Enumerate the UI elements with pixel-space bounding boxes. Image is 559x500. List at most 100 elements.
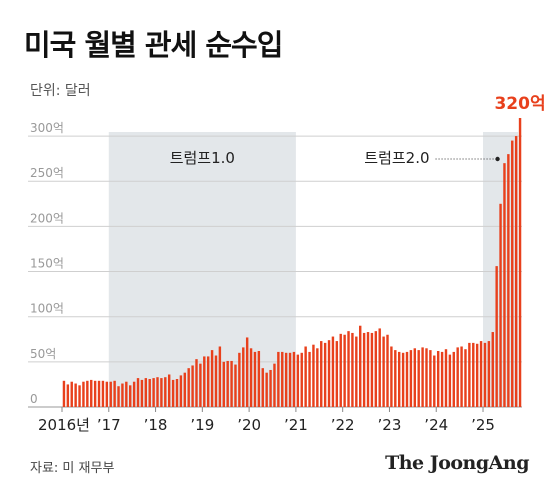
x-tick-label: ’23 <box>378 416 402 434</box>
x-tick-label: ’22 <box>331 416 355 434</box>
bar <box>491 332 494 407</box>
bar <box>292 351 296 407</box>
bar <box>362 332 366 407</box>
bar <box>97 380 101 407</box>
bar <box>238 352 241 407</box>
era-leader-dot <box>495 156 500 162</box>
x-tick-label: ’18 <box>144 416 168 434</box>
bar <box>370 332 374 407</box>
bar <box>436 351 440 407</box>
bar <box>70 381 73 407</box>
x-tick-label: ’24 <box>424 416 448 434</box>
bar <box>191 365 194 407</box>
bar <box>421 347 424 407</box>
y-tick-label: 100억 <box>30 302 64 316</box>
bar <box>245 337 249 407</box>
bar <box>495 266 498 407</box>
bar <box>160 378 163 407</box>
bar <box>475 343 479 407</box>
bar <box>230 360 233 407</box>
bar <box>281 351 284 407</box>
bar <box>132 381 136 407</box>
bar <box>175 379 179 407</box>
era-label-trump1: 트럼프1.0 <box>170 149 235 167</box>
bar <box>210 350 214 407</box>
bar <box>386 334 389 407</box>
bar <box>312 344 315 407</box>
x-tick-label: 2016년 <box>38 416 90 434</box>
bar <box>327 340 331 407</box>
bar <box>156 377 159 407</box>
bar <box>199 363 202 407</box>
bar <box>448 354 452 407</box>
bar <box>101 380 105 407</box>
bar <box>503 163 506 407</box>
bar <box>397 351 401 407</box>
bar <box>183 372 187 407</box>
bar <box>394 350 397 407</box>
bar <box>167 374 171 407</box>
bar <box>171 379 175 407</box>
y-tick-label: 50억 <box>30 347 56 361</box>
bar <box>90 379 93 407</box>
bar <box>499 203 502 407</box>
y-tick-label: 0 <box>30 392 38 406</box>
bar <box>253 351 257 407</box>
bar <box>234 364 237 407</box>
bar <box>514 136 518 407</box>
x-tick-label: ’21 <box>284 416 308 434</box>
bar <box>164 377 167 407</box>
bar <box>222 361 225 407</box>
bar <box>121 383 124 407</box>
y-tick-label: 300억 <box>30 121 64 135</box>
bar <box>136 378 140 407</box>
bar <box>487 341 491 407</box>
bar <box>300 352 303 407</box>
bar <box>125 381 128 407</box>
bar <box>203 356 206 407</box>
bar <box>511 140 514 407</box>
bar <box>179 375 183 407</box>
bar <box>152 378 155 407</box>
bar <box>351 332 354 407</box>
x-tick-label: ’20 <box>237 416 261 434</box>
bar <box>378 328 381 407</box>
bar <box>429 350 432 407</box>
bar <box>277 351 280 407</box>
bar <box>479 341 483 407</box>
bar <box>355 336 358 407</box>
bar <box>472 342 475 407</box>
bar <box>320 341 323 407</box>
bar <box>140 379 144 407</box>
x-tick-label: ’19 <box>190 416 214 434</box>
bar <box>109 381 112 407</box>
y-tick-label: 150억 <box>30 257 64 271</box>
bar <box>226 360 229 407</box>
bar <box>425 348 428 407</box>
y-tick-label: 250억 <box>30 166 64 180</box>
bar <box>74 383 77 407</box>
bar <box>413 348 417 407</box>
bar <box>382 336 385 407</box>
bar <box>452 351 455 407</box>
bar <box>242 347 245 407</box>
bar <box>433 355 436 407</box>
bar <box>78 385 81 407</box>
bar <box>265 372 268 407</box>
bar <box>401 352 405 407</box>
bar <box>273 363 276 407</box>
bar <box>460 346 463 407</box>
bar <box>195 359 198 407</box>
bar <box>405 351 409 407</box>
bar <box>483 342 487 407</box>
brand-logo: The JoongAng <box>385 452 529 474</box>
bar <box>257 351 261 407</box>
bar <box>86 380 89 407</box>
bar <box>464 349 467 407</box>
bar <box>417 350 420 407</box>
peak-value-label: 320억 <box>494 94 545 114</box>
bar <box>129 385 132 407</box>
bar <box>214 355 218 407</box>
bar <box>335 341 339 407</box>
bar <box>82 381 85 407</box>
